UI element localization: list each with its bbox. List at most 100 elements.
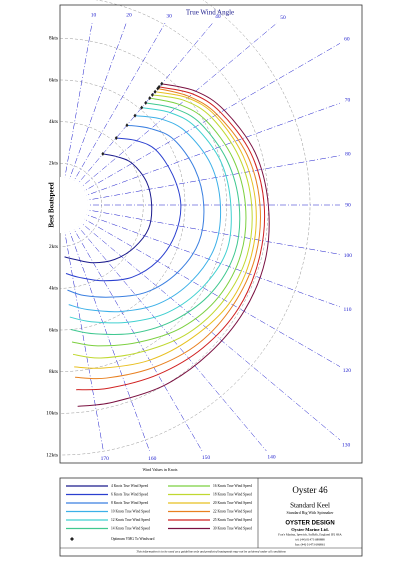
vmg-marker <box>144 100 148 105</box>
angle-ray <box>59 204 203 452</box>
angle-ray <box>59 204 341 255</box>
angle-label: 130 <box>342 442 351 448</box>
legend-label: 16 Knots True Wind Speed <box>213 484 252 488</box>
company: OYSTER DESIGN <box>285 521 334 527</box>
polar-curve <box>65 137 182 282</box>
vmg-marker <box>157 84 161 89</box>
polar-curve <box>67 124 205 298</box>
angle-ray <box>59 22 213 206</box>
r-tick-label: 4kts <box>49 119 58 125</box>
angle-label: 30 <box>166 13 172 19</box>
angle-label: 160 <box>148 456 157 462</box>
angle-ray <box>59 102 341 206</box>
angle-label: 20 <box>126 13 132 19</box>
angle-label: 120 <box>343 368 352 374</box>
vmg-marker <box>114 135 118 140</box>
grid-circle <box>59 0 269 414</box>
polar-curve <box>71 97 247 347</box>
disclaimer: This information is to be used as a guid… <box>136 550 286 554</box>
angle-ray <box>59 204 150 452</box>
angle-ray <box>59 204 267 452</box>
angle-label: 150 <box>202 455 211 461</box>
angle-label: 70 <box>345 98 351 104</box>
angle-ray <box>59 204 341 441</box>
legend-label: 12 Knots True Wind Speed <box>111 518 150 522</box>
angle-label: 90 <box>345 202 351 208</box>
r-tick-label: 6kts <box>49 77 58 83</box>
angle-label: 40 <box>215 14 221 20</box>
address: Fox's Marina, Ipswich, Suffolk, England … <box>278 533 342 538</box>
rig: Standard Rig With Spinnaker <box>287 510 335 515</box>
angle-ray <box>59 22 278 206</box>
angle-label: 170 <box>101 456 110 462</box>
angle-label: 50 <box>280 15 286 21</box>
legend-label: 25 Knots True Wind Speed <box>213 518 252 522</box>
legend-label: 30 Knots True Wind Speed <box>213 526 252 530</box>
polar-curve <box>69 107 232 324</box>
legend-label: 22 Knots True Wind Speed <box>213 509 252 513</box>
vmg-marker <box>140 105 144 110</box>
legend-label: 18 Knots True Wind Speed <box>213 492 252 496</box>
legend-vmg-label: Optimum VMG To Windward <box>111 537 155 541</box>
vmg-marker <box>125 123 129 128</box>
fax: fax: (44) 01473 686861 <box>295 543 326 547</box>
polar-curve <box>75 88 261 380</box>
legend-label: 8 Knots True Wind Speed <box>111 501 148 505</box>
legend-label: 6 Knots True Wind Speed <box>111 492 148 496</box>
polar-curve <box>77 83 270 407</box>
legend-frame <box>59 477 363 557</box>
x-note: Wind Values in Knots <box>143 467 178 472</box>
tel: tel: (44) 01473 688888 <box>295 538 325 542</box>
grid-circle <box>59 121 144 289</box>
boat-name: Oyster 46 <box>292 485 328 495</box>
angle-label: 100 <box>344 253 353 259</box>
angle-ray <box>59 204 341 308</box>
polar-curve <box>70 102 241 336</box>
polar-curve <box>74 91 257 369</box>
r-tick-label: 12kts <box>46 452 58 458</box>
angle-ray <box>59 22 127 206</box>
vmg-marker <box>150 92 154 97</box>
legend-vmg-marker <box>70 537 74 541</box>
r-tick-label: 6kts <box>49 327 58 333</box>
vmg-marker <box>101 151 105 156</box>
angle-label: 60 <box>344 37 350 43</box>
plot-frame <box>59 4 363 464</box>
legend-label: 4 Knots True Wind Speed <box>111 484 148 488</box>
y-axis-label: Best Boatspeed <box>48 182 56 227</box>
angle-ray <box>59 204 341 367</box>
r-tick-label: 8kts <box>49 36 58 42</box>
angle-ray <box>59 155 341 206</box>
angle-ray <box>59 43 341 206</box>
chart-title: True Wind Angle <box>186 9 234 17</box>
r-tick-label: 2kts <box>49 244 58 250</box>
r-tick-label: 2kts <box>49 161 58 167</box>
angle-ray <box>59 204 104 452</box>
grid-circle <box>59 0 311 456</box>
legend-label: 14 Knots True Wind Speed <box>111 526 150 530</box>
r-tick-label: 10kts <box>46 411 58 417</box>
polar-curve <box>73 94 253 359</box>
r-tick-label: 8kts <box>49 369 58 375</box>
polar-curve <box>64 153 153 264</box>
firm: Oyster Marine Ltd. <box>291 527 329 532</box>
vmg-marker <box>160 81 164 86</box>
angle-ray <box>59 22 166 206</box>
vmg-marker <box>133 113 137 118</box>
grid-circle <box>59 38 227 372</box>
angle-label: 80 <box>345 152 351 158</box>
legend-label: 10 Knots True Wind Speed <box>111 509 150 513</box>
center-disc <box>60 177 88 233</box>
polar-curve <box>68 115 222 313</box>
angle-label: 110 <box>343 307 351 313</box>
vmg-marker <box>153 89 157 94</box>
vmg-marker <box>148 96 152 101</box>
polar-curve <box>76 86 266 391</box>
r-tick-label: 4kts <box>49 286 58 292</box>
angle-label: 10 <box>91 12 97 18</box>
angle-label: 140 <box>267 454 276 460</box>
keel: Standard Keel <box>290 502 330 510</box>
legend-label: 20 Knots True Wind Speed <box>213 501 252 505</box>
